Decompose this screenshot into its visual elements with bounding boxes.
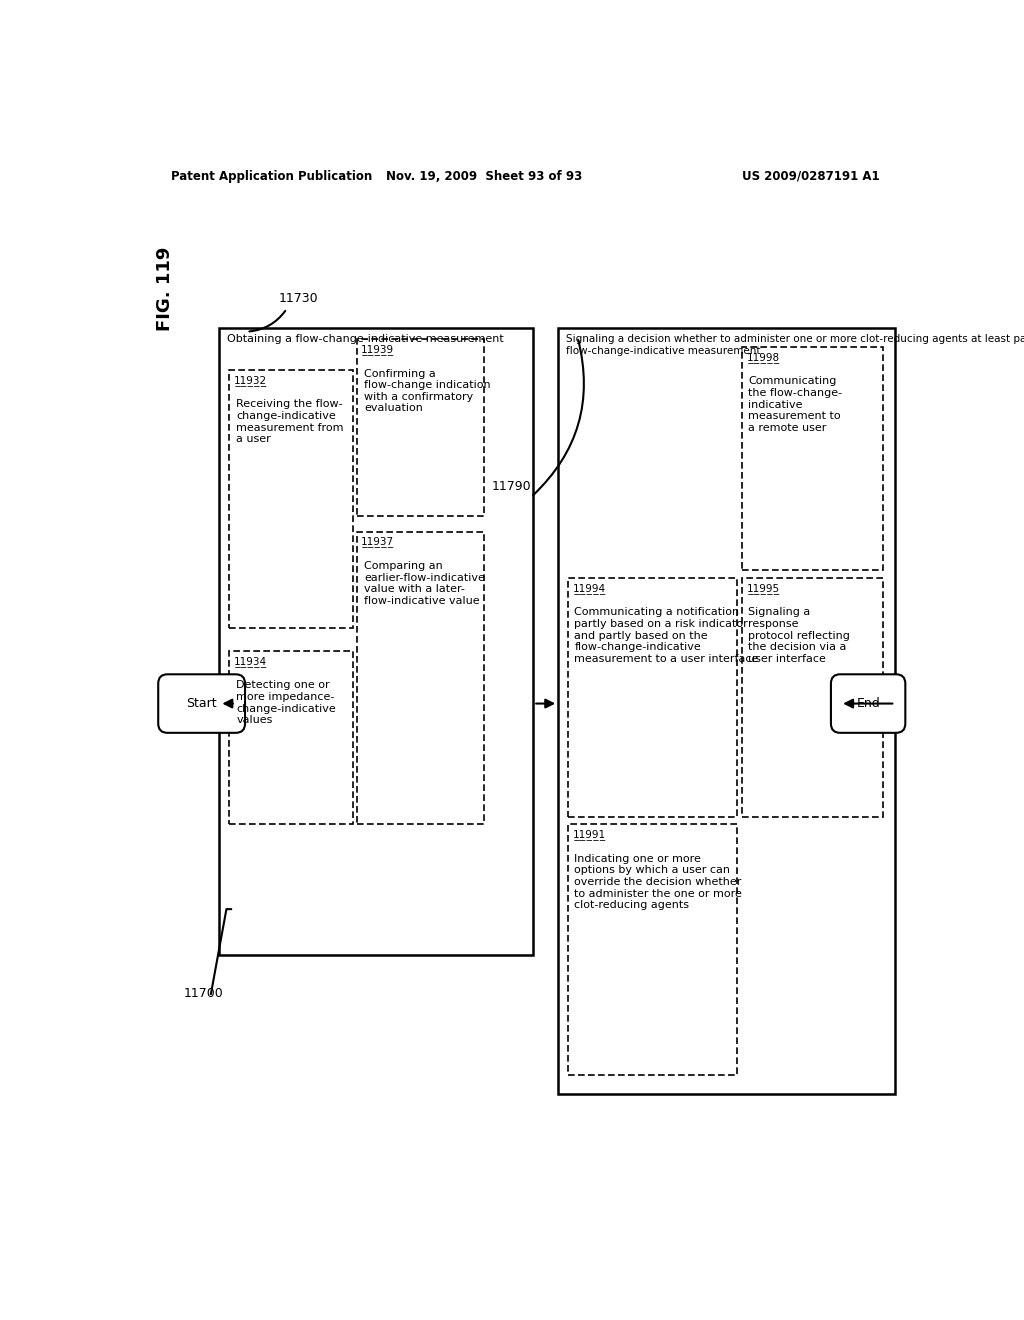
Text: 11730: 11730: [280, 292, 318, 305]
Text: Detecting one or
more impedance-
change-indicative
values: Detecting one or more impedance- change-…: [237, 681, 336, 725]
Text: Signaling a decision whether to administer one or more clot-reducing agents at l: Signaling a decision whether to administ…: [566, 334, 1024, 355]
Text: Nov. 19, 2009  Sheet 93 of 93: Nov. 19, 2009 Sheet 93 of 93: [386, 170, 583, 183]
Bar: [741, 578, 883, 817]
FancyBboxPatch shape: [830, 675, 905, 733]
FancyBboxPatch shape: [159, 675, 245, 733]
Text: 1̲1̲9̲9̲5̲: 1̲1̲9̲9̲5̲: [746, 582, 779, 594]
Text: Patent Application Publication: Patent Application Publication: [171, 170, 372, 183]
Text: US 2009/0287191 A1: US 2009/0287191 A1: [742, 170, 880, 183]
Bar: [219, 327, 534, 956]
Text: Comparing an
earlier-flow-indicative
value with a later-
flow-indicative value: Comparing an earlier-flow-indicative val…: [365, 561, 485, 606]
Text: End: End: [856, 697, 880, 710]
Bar: [568, 825, 737, 1074]
Bar: [228, 370, 352, 628]
Text: Indicating one or more
options by which a user can
override the decision whether: Indicating one or more options by which …: [574, 854, 742, 909]
Text: 1̲1̲9̲3̲9̲: 1̲1̲9̲3̲9̲: [361, 345, 394, 355]
Bar: [741, 347, 883, 570]
Bar: [356, 532, 484, 825]
Text: 1̲1̲9̲9̲8̲: 1̲1̲9̲9̲8̲: [746, 351, 779, 363]
Text: Obtaining a flow-change-indicative measurement: Obtaining a flow-change-indicative measu…: [227, 334, 504, 345]
Bar: [568, 578, 737, 817]
Text: 11700: 11700: [183, 987, 223, 1001]
Text: 1̲1̲9̲3̲2̲: 1̲1̲9̲3̲2̲: [233, 375, 266, 385]
Text: Communicating
the flow-change-
indicative
measurement to
a remote user: Communicating the flow-change- indicativ…: [748, 376, 842, 433]
Bar: [356, 339, 484, 516]
Bar: [228, 651, 352, 825]
Text: FIG. 119: FIG. 119: [157, 247, 174, 331]
Text: Signaling a
response
protocol reflecting
the decision via a
user interface: Signaling a response protocol reflecting…: [748, 607, 850, 664]
Text: 1̲1̲9̲9̲1̲: 1̲1̲9̲9̲1̲: [572, 829, 606, 840]
Text: 1̲1̲9̲9̲4̲: 1̲1̲9̲9̲4̲: [572, 582, 606, 594]
Bar: [558, 327, 895, 1094]
Text: Start: Start: [186, 697, 217, 710]
Text: Communicating a notification
partly based on a risk indicator
and partly based o: Communicating a notification partly base…: [574, 607, 759, 664]
Text: 1̲1̲9̲3̲7̲: 1̲1̲9̲3̲7̲: [361, 536, 394, 548]
Text: 1̲1̲9̲3̲4̲: 1̲1̲9̲3̲4̲: [233, 656, 266, 667]
Text: 11790: 11790: [492, 480, 531, 494]
Text: Receiving the flow-
change-indicative
measurement from
a user: Receiving the flow- change-indicative me…: [237, 400, 344, 445]
Text: Confirming a
flow-change indication
with a confirmatory
evaluation: Confirming a flow-change indication with…: [365, 368, 490, 413]
